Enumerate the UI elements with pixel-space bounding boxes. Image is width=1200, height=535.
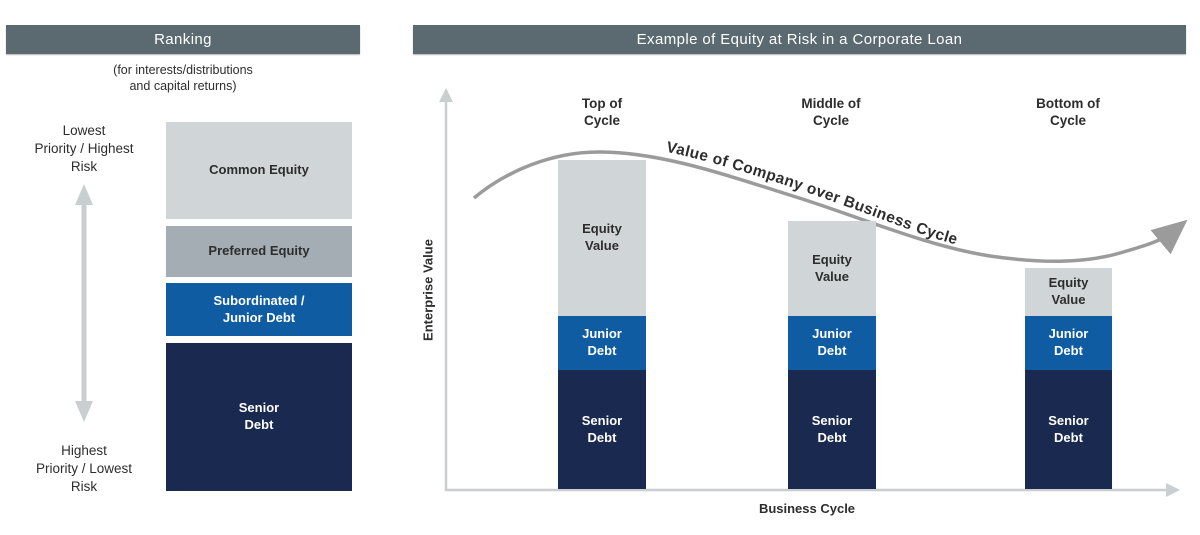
equity-value-label: Equity Value: [1048, 275, 1089, 307]
x-axis: [445, 483, 1180, 497]
top-of-cycle-title: Top of Cycle: [581, 96, 623, 128]
priority-double-arrow-icon: [75, 184, 93, 422]
subordinated-junior-debt-block: Subordinated / Junior Debt: [166, 283, 352, 336]
equity-value-label: Equity Value: [812, 251, 852, 284]
senior-debt-segment: Senior Debt: [1025, 370, 1112, 489]
junior-debt-segment: Junior Debt: [788, 316, 876, 370]
ranking-header-label: Ranking: [154, 31, 212, 48]
ranking-subtitle: (for interests/distributions and capital…: [113, 63, 253, 94]
common-equity-label: Common Equity: [209, 162, 309, 178]
highest-priority-label: Highest Priority / Lowest Risk: [35, 443, 133, 495]
equity-value-segment: Equity Value: [788, 221, 876, 316]
y-axis-label: Enterprise Value: [420, 239, 436, 341]
ranking-header: Ranking: [6, 25, 360, 54]
common-equity-block: Common Equity: [166, 122, 352, 219]
equity-at-risk-header-label: Example of Equity at Risk in a Corporate…: [636, 31, 963, 48]
equity-at-risk-header: Example of Equity at Risk in a Corporate…: [413, 25, 1186, 54]
senior-debt-segment: Senior Debt: [558, 370, 646, 489]
lowest-priority-label: Lowest Priority / Highest Risk: [34, 123, 134, 175]
equity-value-segment: Equity Value: [1025, 268, 1112, 316]
junior-debt-segment: Junior Debt: [1025, 316, 1112, 370]
senior-debt-segment: Senior Debt: [788, 370, 876, 489]
junior-debt-label: Junior Debt: [812, 326, 852, 358]
middle-of-cycle-title: Middle of Cycle: [801, 96, 861, 128]
senior-debt-block: Senior Debt: [166, 343, 352, 491]
y-axis: [439, 88, 453, 491]
subordinated-junior-debt-label: Subordinated / Junior Debt: [213, 292, 305, 325]
junior-debt-label: Junior Debt: [1048, 326, 1089, 358]
equity-value-segment: Equity Value: [558, 160, 646, 316]
equity-value-label: Equity Value: [582, 221, 622, 253]
junior-debt-segment: Junior Debt: [558, 316, 646, 370]
middle-of-cycle-bar: Equity Value Junior Debt Senior Debt: [788, 221, 876, 489]
preferred-equity-label: Preferred Equity: [208, 243, 310, 259]
senior-debt-label: Senior Debt: [811, 412, 853, 445]
senior-debt-label: Senior Debt: [581, 412, 623, 445]
senior-debt-label: Senior Debt: [238, 400, 280, 432]
bottom-of-cycle-bar: Equity Value Junior Debt Senior Debt: [1025, 268, 1112, 489]
senior-debt-label: Senior Debt: [1048, 412, 1089, 445]
top-of-cycle-bar: Equity Value Junior Debt Senior Debt: [558, 160, 646, 489]
company-value-curve: [472, 150, 1188, 263]
bottom-of-cycle-title: Bottom of Cycle: [1036, 96, 1100, 128]
x-axis-label: Business Cycle: [758, 501, 856, 516]
preferred-equity-block: Preferred Equity: [166, 226, 352, 277]
junior-debt-label: Junior Debt: [582, 326, 622, 358]
